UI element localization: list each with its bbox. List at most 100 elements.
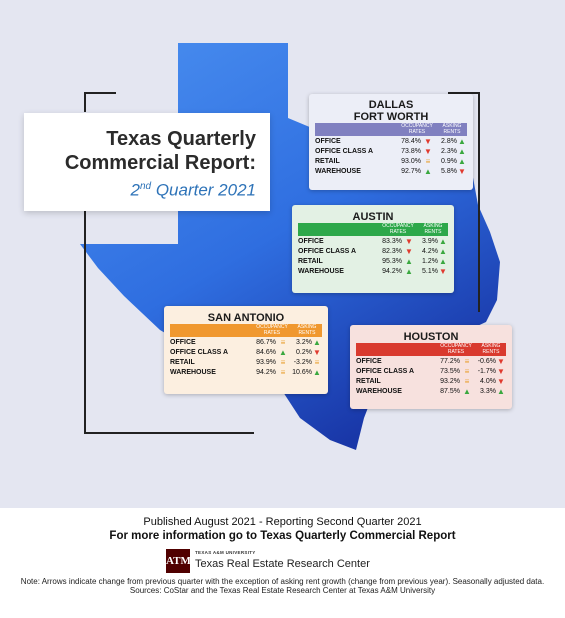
asking-rent-change: 1.2% xyxy=(422,257,438,265)
down-arrow-icon: ▼ xyxy=(405,246,413,256)
occupancy-rate: 86.7% xyxy=(256,338,276,346)
table-row: WAREHOUSE 87.5% ▲ 3.3% ▲ xyxy=(356,386,506,396)
asking-rent-change: 4.0% xyxy=(480,377,496,385)
up-arrow-icon: ▲ xyxy=(497,386,505,396)
tamu-logo-icon: ATM xyxy=(166,549,191,573)
up-arrow-icon: ▲ xyxy=(313,367,321,377)
property-type: RETAIL xyxy=(170,358,195,366)
dallas-fort-worth-card: DALLAS FORT WORTH OCCUPANCY RATES ASKING … xyxy=(309,94,473,190)
occupancy-rate: 83.3% xyxy=(382,237,402,245)
up-arrow-icon: ▲ xyxy=(405,266,413,276)
down-arrow-icon: ▼ xyxy=(313,347,321,357)
sources-text: Sources: CoStar and the Texas Real Estat… xyxy=(129,586,436,595)
occupancy-rate: 84.6% xyxy=(256,348,276,356)
up-arrow-icon: ▲ xyxy=(458,146,466,156)
table-row: OFFICE CLASS A 82.3% ▼ 4.2% ▲ xyxy=(298,246,448,256)
market-name: SAN ANTONIO xyxy=(207,312,285,324)
san-antonio-card: SAN ANTONIO OCCUPANCY RATES ASKING RENTS O… xyxy=(164,306,328,394)
up-arrow-icon: ▲ xyxy=(279,347,287,357)
research-center-name: Texas Real Estate Research Center xyxy=(195,558,370,570)
property-type: OFFICE xyxy=(356,357,382,365)
no-change-icon: ≡ xyxy=(464,376,470,386)
frame-corner-top-left xyxy=(84,92,116,100)
frame-edge-right xyxy=(478,92,482,312)
up-arrow-icon: ▲ xyxy=(458,156,466,166)
table-row: OFFICE 77.2% ≡ -0.6% ▼ xyxy=(356,356,506,366)
table-row: OFFICE 86.7% ≡ 3.2% ▲ xyxy=(170,337,322,347)
no-change-icon: ≡ xyxy=(464,356,470,366)
table-row: RETAIL 95.3% ▲ 1.2% ▲ xyxy=(298,256,448,266)
property-type: OFFICE CLASS A xyxy=(298,247,357,255)
frame-edge-left-top xyxy=(84,92,88,112)
title-card: Texas Quarterly Commercial Report: 2nd Q… xyxy=(24,113,270,211)
more-info-link[interactable]: For more information go to Texas Quarter… xyxy=(109,530,456,542)
occupancy-rate: 95.3% xyxy=(382,257,402,265)
occupancy-rate: 93.2% xyxy=(440,377,460,385)
occupancy-rates-header: OCCUPANCY RATES xyxy=(440,343,472,355)
asking-rents-header: ASKING RENTS xyxy=(297,324,317,336)
up-arrow-icon: ▲ xyxy=(424,166,432,176)
asking-rents-header: ASKING RENTS xyxy=(423,223,443,235)
no-change-icon: ≡ xyxy=(314,357,320,367)
up-arrow-icon: ▲ xyxy=(313,337,321,347)
property-type: RETAIL xyxy=(298,257,323,265)
occupancy-rates-header: OCCUPANCY RATES xyxy=(256,324,288,336)
property-type: WAREHOUSE xyxy=(298,267,344,275)
table-row: OFFICE 78.4% ▼ 2.8% ▲ xyxy=(315,136,467,146)
occupancy-rate: 73.5% xyxy=(440,367,460,375)
table-row: RETAIL 93.2% ≡ 4.0% ▼ xyxy=(356,376,506,386)
occupancy-rate: 78.4% xyxy=(401,137,421,145)
down-arrow-icon: ▼ xyxy=(424,146,432,156)
table-row: RETAIL 93.0% ≡ 0.9% ▲ xyxy=(315,156,467,166)
property-type: OFFICE CLASS A xyxy=(315,147,374,155)
column-header-bar: OCCUPANCY RATES ASKING RENTS xyxy=(356,343,506,356)
no-change-icon: ≡ xyxy=(425,156,431,166)
table-row: WAREHOUSE 94.2% ≡ 10.6% ▲ xyxy=(170,367,322,377)
property-type: WAREHOUSE xyxy=(356,387,402,395)
occupancy-rate: 94.2% xyxy=(256,368,276,376)
occupancy-rate: 82.3% xyxy=(382,247,402,255)
occupancy-rate: 93.9% xyxy=(256,358,276,366)
asking-rents-header: ASKING RENTS xyxy=(442,123,462,135)
down-arrow-icon: ▼ xyxy=(424,136,432,146)
asking-rent-change: 3.9% xyxy=(422,237,438,245)
houston-card: HOUSTON OCCUPANCY RATES ASKING RENTS OFFIC… xyxy=(350,325,512,409)
column-header-bar: OCCUPANCY RATES ASKING RENTS xyxy=(298,223,448,236)
table-row: OFFICE CLASS A 84.6% ▲ 0.2% ▼ xyxy=(170,347,322,357)
frame-edge-left xyxy=(84,210,88,434)
no-change-icon: ≡ xyxy=(280,337,286,347)
published-line: Published August 2021 - Reporting Second… xyxy=(143,516,422,528)
occupancy-rates-header: OCCUPANCY RATES xyxy=(382,223,414,235)
property-type: RETAIL xyxy=(356,377,381,385)
asking-rent-change: 5.1% xyxy=(422,267,438,275)
down-arrow-icon: ▼ xyxy=(458,166,466,176)
down-arrow-icon: ▼ xyxy=(497,376,505,386)
column-header-bar: OCCUPANCY RATES ASKING RENTS xyxy=(315,123,467,136)
up-arrow-icon: ▲ xyxy=(463,386,471,396)
title-line-2: Commercial Report: xyxy=(64,152,256,174)
table-row: WAREHOUSE 92.7% ▲ 5.8% ▼ xyxy=(315,166,467,176)
up-arrow-icon: ▲ xyxy=(439,246,447,256)
property-type: WAREHOUSE xyxy=(315,167,361,175)
down-arrow-icon: ▼ xyxy=(497,356,505,366)
asking-rent-change: 2.3% xyxy=(441,147,457,155)
footnote: Note: Arrows indicate change from previo… xyxy=(10,577,555,595)
occupancy-rate: 87.5% xyxy=(440,387,460,395)
asking-rent-change: 10.6% xyxy=(292,368,312,376)
asking-rent-change: 2.8% xyxy=(441,137,457,145)
note-text: Note: Arrows indicate change from previo… xyxy=(20,577,545,586)
asking-rent-change: -0.6% xyxy=(477,357,496,365)
up-arrow-icon: ▲ xyxy=(405,256,413,266)
market-name-line-2: FORT WORTH xyxy=(353,111,429,123)
property-type: OFFICE xyxy=(298,237,324,245)
occupancy-rate: 77.2% xyxy=(440,357,460,365)
asking-rent-change: 4.2% xyxy=(422,247,438,255)
down-arrow-icon: ▼ xyxy=(497,366,505,376)
occupancy-rates-header: OCCUPANCY RATES xyxy=(401,123,433,135)
footer: Published August 2021 - Reporting Second… xyxy=(0,508,565,618)
no-change-icon: ≡ xyxy=(464,366,470,376)
up-arrow-icon: ▲ xyxy=(439,256,447,266)
asking-rent-change: 0.2% xyxy=(296,348,312,356)
property-type: OFFICE xyxy=(170,338,196,346)
asking-rent-change: 3.2% xyxy=(296,338,312,346)
